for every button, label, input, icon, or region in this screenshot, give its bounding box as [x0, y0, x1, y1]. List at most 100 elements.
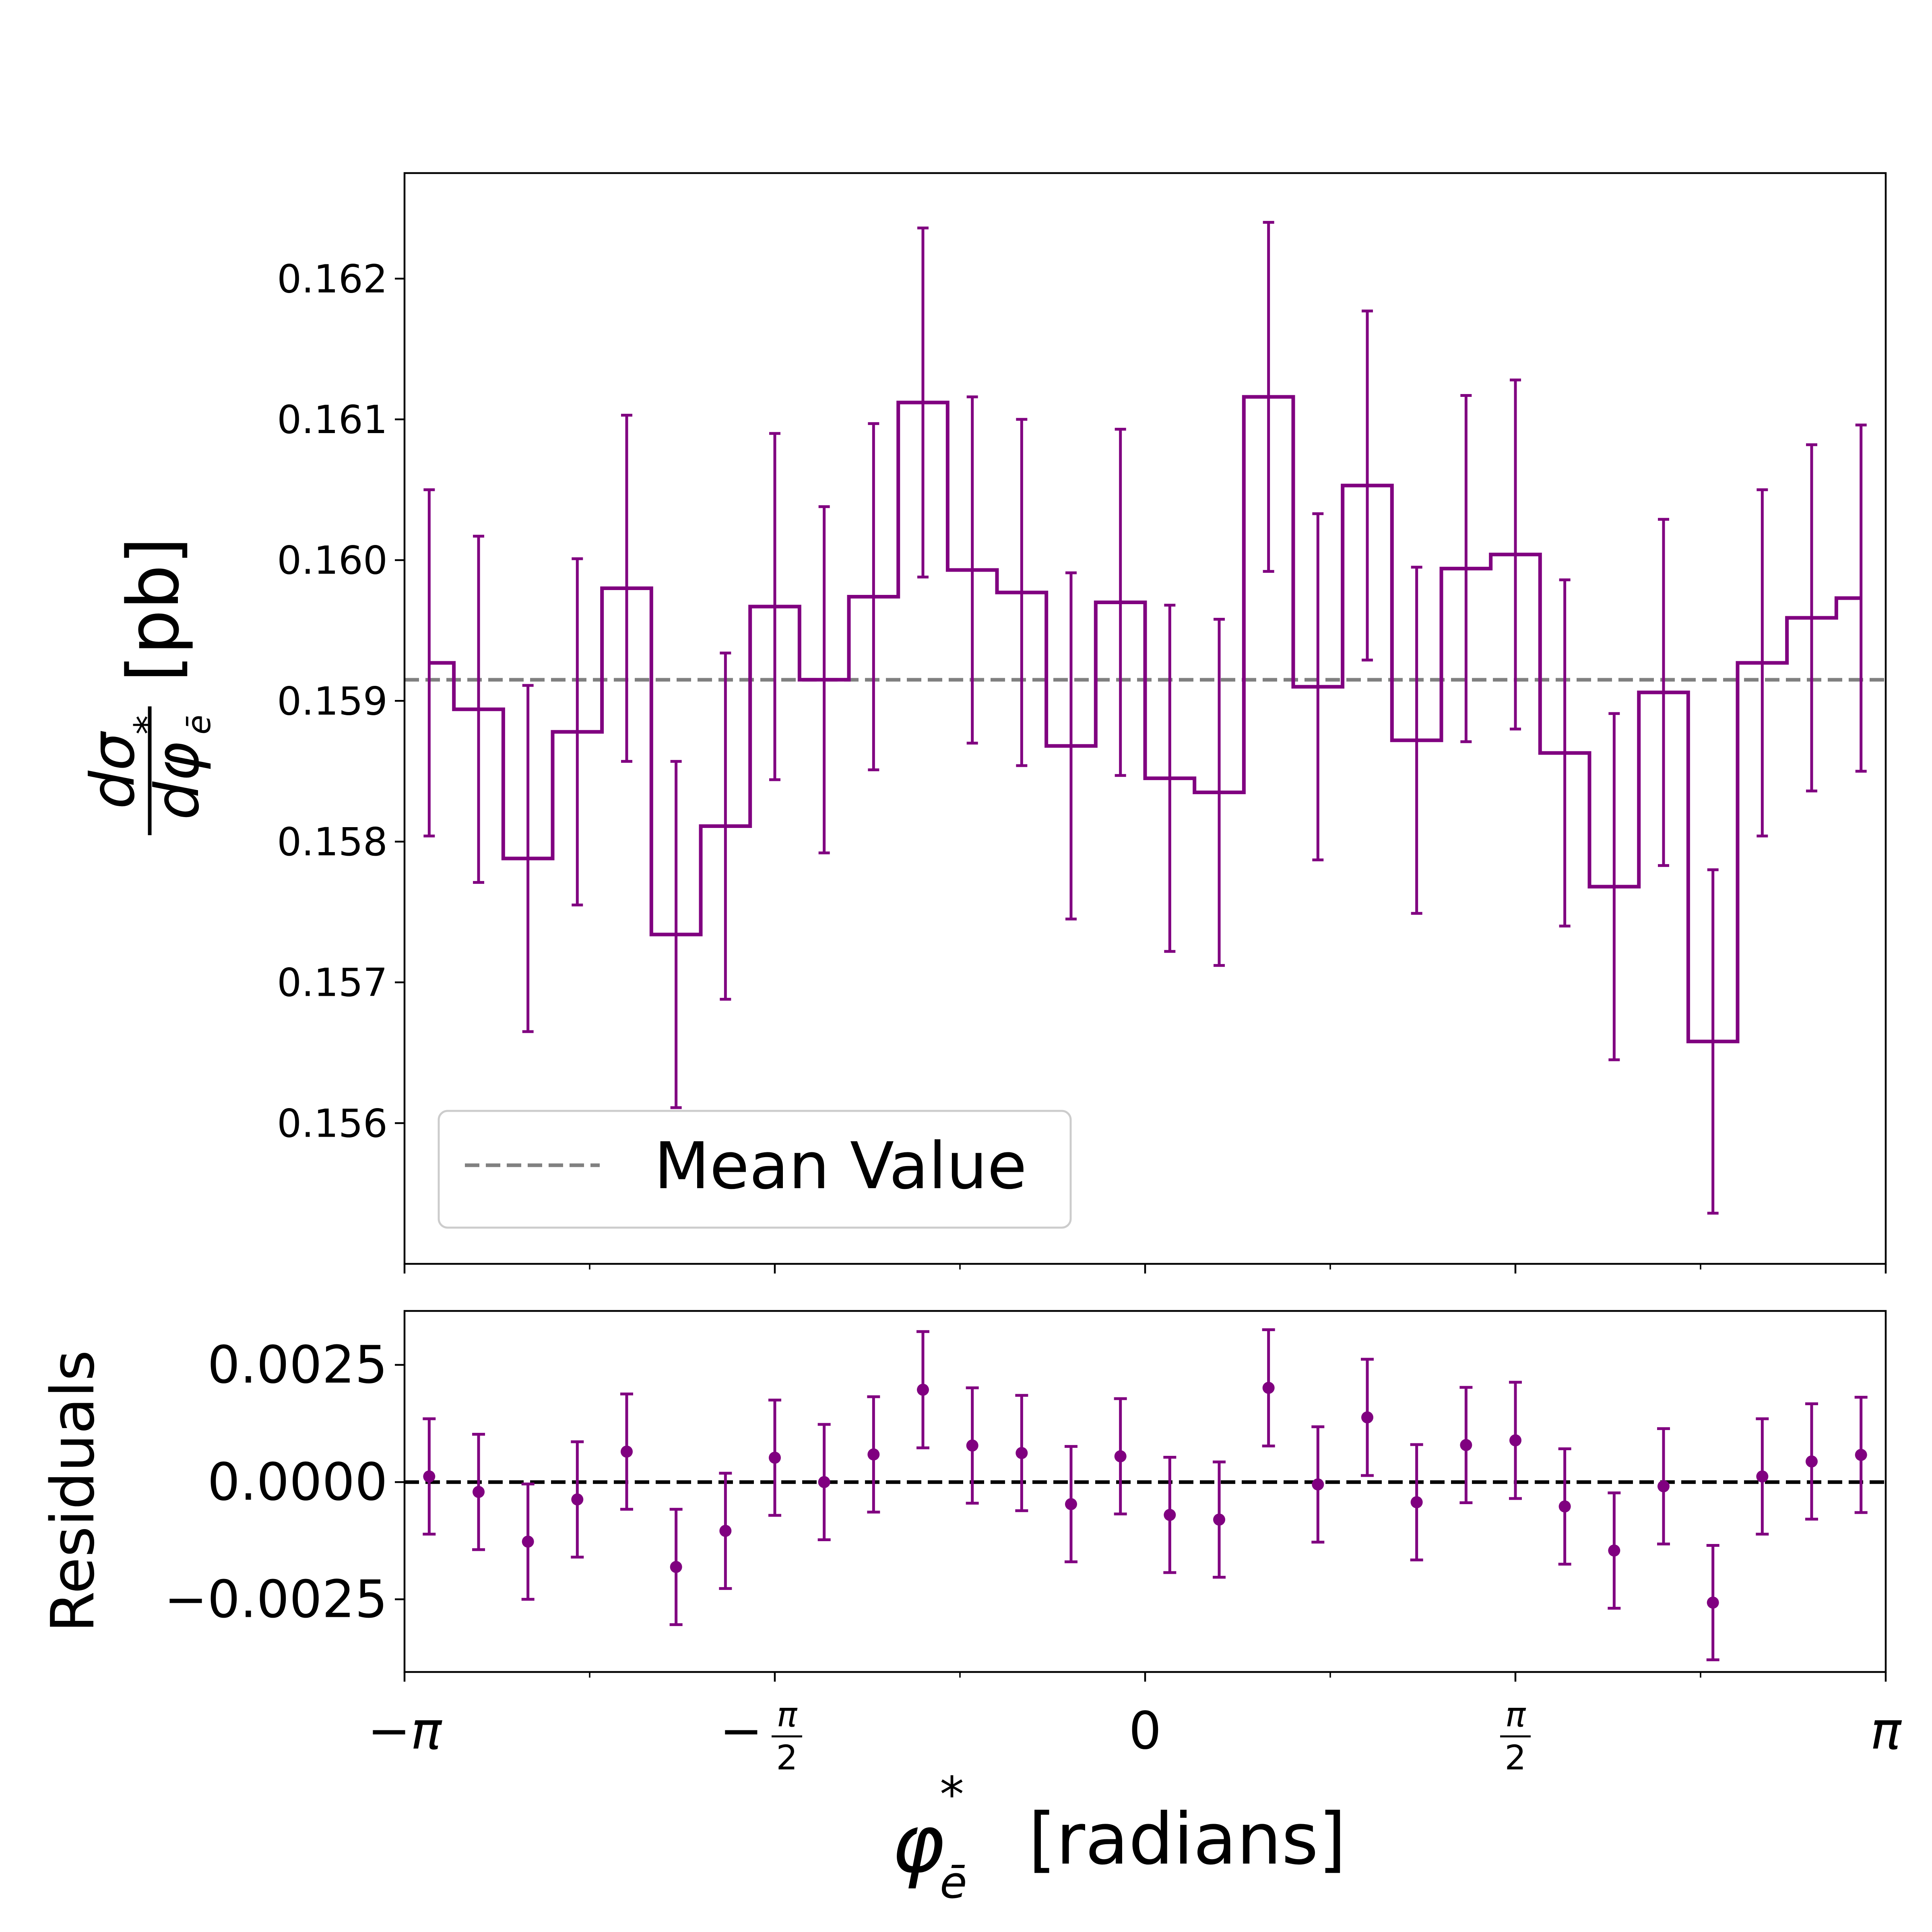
residual-point [1805, 1402, 1818, 1521]
y-label-numerator: dσ [78, 731, 148, 809]
main-errorbar [868, 422, 879, 772]
residual-y-tick-label: −0.0025 [164, 1569, 388, 1629]
main-errorbar [423, 488, 435, 838]
residual-marker [1558, 1500, 1571, 1513]
main-errorbar [670, 760, 682, 1109]
residual-marker [966, 1439, 978, 1452]
residual-marker [1460, 1439, 1472, 1451]
residual-point [768, 1398, 781, 1517]
main-errorbar [572, 557, 583, 906]
main-errorbar [473, 535, 485, 884]
residual-point [1509, 1381, 1522, 1500]
residual-point [1657, 1427, 1670, 1546]
y-label-denominator: dφ [142, 742, 213, 820]
main-errorbar [720, 651, 731, 1001]
residual-marker [1509, 1434, 1522, 1447]
main-errorbar [818, 505, 830, 855]
residual-marker [423, 1470, 436, 1483]
residual-marker [621, 1445, 633, 1458]
y-label-unit: [pb] [112, 537, 195, 682]
y-tick-label: 0.161 [277, 397, 388, 442]
main-errorbar [1263, 221, 1274, 573]
x-tick-label-sign: − [720, 1701, 763, 1761]
residual-point [1854, 1395, 1868, 1514]
main-errorbar [1460, 394, 1472, 743]
residual-marker [1855, 1449, 1867, 1461]
residual-marker [571, 1493, 584, 1506]
residual-marker [670, 1561, 682, 1573]
residual-y-tick-label: 0.0000 [207, 1452, 388, 1512]
residual-point [571, 1440, 584, 1559]
residual-marker [1114, 1450, 1127, 1463]
x-tick-label-text: −π [367, 1701, 442, 1761]
y-tick-label: 0.157 [277, 960, 388, 1005]
residual-point [817, 1423, 831, 1541]
legend-label-mean-value: Mean Value [654, 1128, 1027, 1203]
residual-marker [1213, 1513, 1226, 1526]
y-tick-label: 0.159 [277, 679, 388, 724]
y-tick-label: 0.162 [277, 256, 388, 301]
residual-point [1756, 1417, 1769, 1536]
main-x-ticks [403, 1264, 1887, 1274]
residuals-points [423, 1328, 1868, 1662]
residual-point [1361, 1358, 1374, 1477]
y-tick-label: 0.156 [277, 1101, 388, 1146]
main-errorbar [1362, 310, 1373, 662]
main-errorbar [1806, 443, 1817, 793]
residual-point [966, 1386, 979, 1505]
residual-point [867, 1395, 880, 1514]
residual-y-tick-label: 0.0025 [207, 1335, 388, 1395]
residual-point [916, 1330, 929, 1449]
residuals-x-ticks: −π − π2 0 π2 π [367, 1672, 1902, 1777]
main-errorbar [966, 395, 978, 745]
x-tick-label-denominator: 2 [776, 1738, 797, 1777]
main-errorbar [1510, 378, 1521, 731]
y-label-superscript: * [126, 715, 171, 735]
main-errorbar [1411, 566, 1422, 915]
main-y-axis-label: dσ dφ * ē [pb] [78, 537, 218, 835]
residual-marker [473, 1486, 485, 1498]
residual-marker [1608, 1544, 1620, 1557]
x-label-subscript: ē [940, 1857, 967, 1908]
main-y-ticks: 0.156 0.157 0.158 0.159 0.160 0.161 0.162 [277, 256, 405, 1146]
main-errorbar [769, 432, 780, 781]
main-errorbar [1312, 512, 1324, 861]
residual-point [472, 1432, 485, 1551]
residual-point [1706, 1544, 1719, 1662]
legend: Mean Value [438, 1110, 1072, 1229]
main-errorbar [917, 226, 929, 579]
y-label-subscript: ē [180, 715, 218, 735]
x-tick-label-text: 0 [1129, 1701, 1161, 1761]
residual-marker [1707, 1596, 1719, 1609]
residual-point [423, 1417, 436, 1536]
residual-marker [768, 1451, 781, 1464]
main-errorbar [1115, 427, 1126, 777]
main-errorbar [1214, 617, 1225, 967]
residual-point [1410, 1443, 1423, 1562]
main-errorbar [1016, 418, 1028, 767]
x-tick-label: π2 [1500, 1695, 1531, 1777]
main-errorbar [1855, 423, 1867, 773]
residual-marker [1262, 1382, 1275, 1394]
main-errorbar [1657, 518, 1669, 867]
x-tick-label-numerator: π [777, 1695, 798, 1734]
residual-marker [719, 1525, 732, 1537]
residual-point [620, 1392, 634, 1511]
x-label-superscript: * [940, 1767, 964, 1823]
main-errorbar [1757, 488, 1768, 838]
series-step-line [429, 395, 1861, 1043]
main-errorbar [522, 684, 534, 1033]
residual-point [719, 1472, 732, 1590]
residual-point [1311, 1425, 1325, 1544]
residual-marker [818, 1476, 830, 1488]
main-errorbar [1164, 604, 1176, 953]
main-panel: 0.156 0.157 0.158 0.159 0.160 0.161 0.162 Mean… [78, 172, 1887, 1274]
x-tick-label-text: π [1870, 1701, 1902, 1761]
residual-marker [1805, 1455, 1818, 1468]
residual-point [669, 1508, 683, 1626]
legend-box [438, 1110, 1072, 1229]
residual-marker [1065, 1498, 1077, 1510]
main-errorbar [621, 413, 633, 763]
x-tick-label: −π [367, 1701, 442, 1761]
